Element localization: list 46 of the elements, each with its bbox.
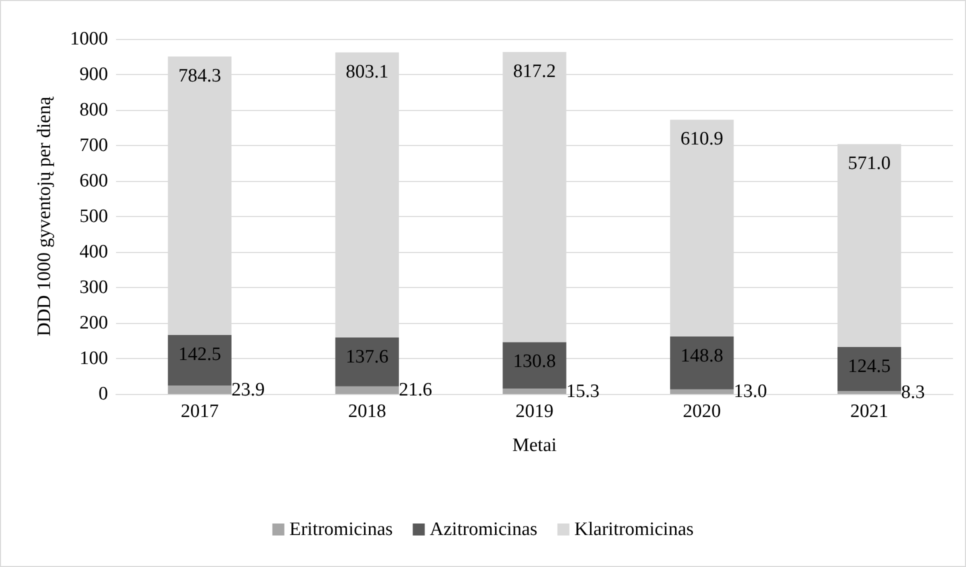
x-tick-label: 2017 — [180, 401, 219, 422]
data-label: 124.5 — [848, 356, 891, 377]
bar — [837, 391, 902, 394]
bar — [837, 346, 902, 392]
y-tick-label: 500 — [80, 206, 108, 227]
y-tick-label: 400 — [80, 242, 108, 262]
y-tick-label: 1000 — [70, 28, 108, 50]
data-label: 8.3 — [901, 382, 925, 404]
legend-label: Klaritromicinas — [574, 519, 694, 540]
data-label: 23.9 — [232, 379, 265, 400]
bar — [168, 386, 232, 394]
x-tick-label: 2021 — [850, 401, 888, 422]
x-tick-label: 2020 — [682, 401, 721, 422]
bar — [335, 337, 399, 386]
y-tick-label: 200 — [80, 312, 108, 334]
bar — [335, 386, 399, 394]
data-label: 137.6 — [346, 346, 388, 368]
x-axis-title: Metai — [512, 435, 557, 456]
data-label: 803.1 — [346, 61, 388, 82]
y-tick-label: 900 — [80, 64, 108, 85]
data-label: 784.3 — [178, 66, 222, 86]
y-tick-label: 700 — [80, 135, 108, 156]
data-label: 610.9 — [680, 128, 724, 150]
data-label: 148.8 — [680, 346, 724, 367]
data-label: 13.0 — [734, 381, 767, 402]
y-tick-label: 100 — [80, 348, 108, 369]
data-label: 130.8 — [513, 351, 556, 372]
bar — [168, 334, 232, 386]
x-tick-label: 2018 — [348, 401, 386, 422]
bar — [502, 388, 566, 394]
legend-label: Azitromicinas — [430, 519, 538, 540]
bar — [670, 336, 734, 390]
data-label: 571.0 — [848, 153, 891, 174]
y-tick-label: 300 — [80, 277, 108, 298]
y-tick-label: 800 — [80, 100, 108, 120]
bar — [670, 389, 734, 394]
data-label: 817.2 — [513, 61, 556, 82]
y-tick-label: 600 — [80, 170, 108, 192]
x-tick-label: 2019 — [516, 401, 554, 422]
y-tick-label: 0 — [98, 384, 108, 404]
legend-label: Eritromicinas — [289, 519, 393, 540]
bar — [502, 342, 566, 389]
data-label: 15.3 — [566, 380, 600, 402]
data-label: 142.5 — [178, 344, 222, 365]
y-axis-title: DDD 1000 gyventojų per dieną — [34, 96, 55, 336]
data-label: 21.6 — [398, 380, 432, 401]
